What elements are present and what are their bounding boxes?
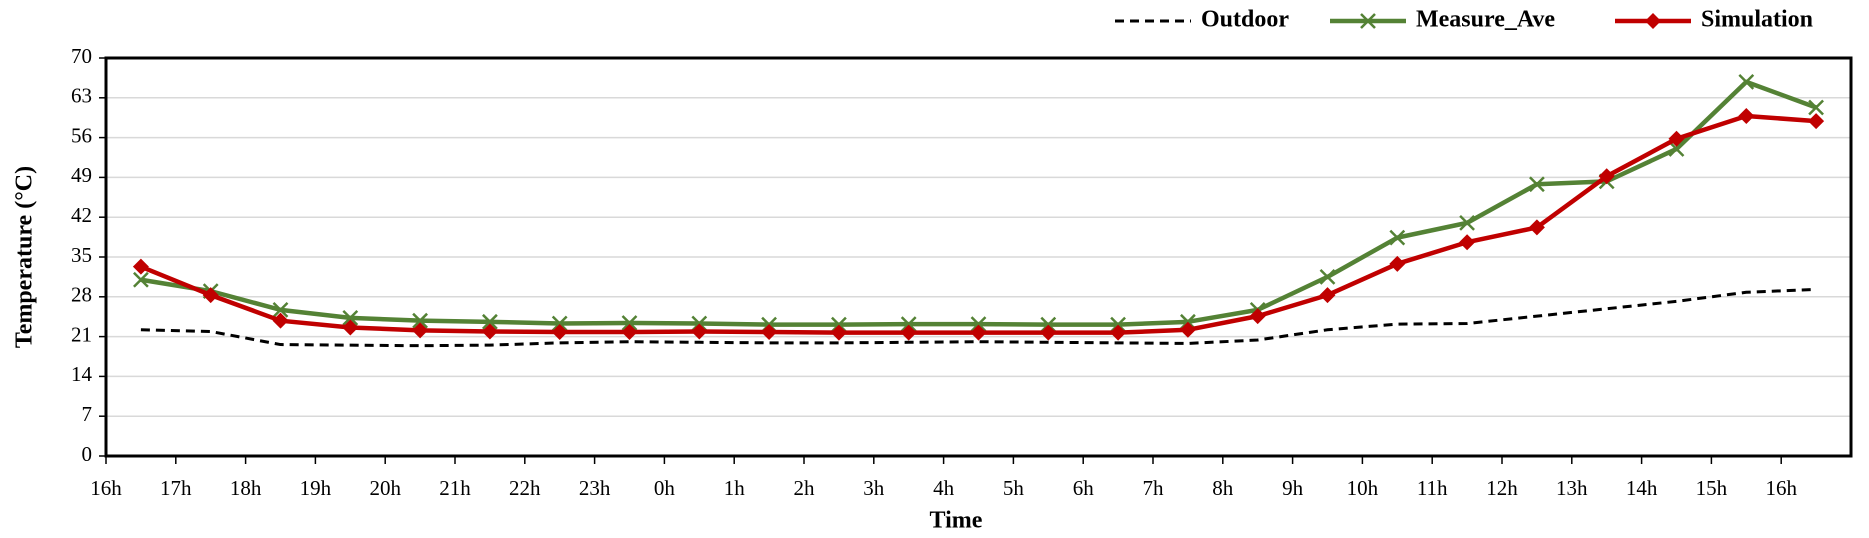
data-point bbox=[412, 312, 428, 329]
x-tick-label: 21h bbox=[439, 476, 471, 500]
data-point bbox=[551, 315, 568, 332]
y-tick-label: 56 bbox=[71, 123, 92, 147]
data-point bbox=[1110, 324, 1127, 341]
data-point bbox=[1179, 321, 1196, 338]
data-point bbox=[1528, 219, 1545, 236]
x-tick-label: 7h bbox=[1143, 476, 1165, 500]
plot-frame bbox=[104, 56, 1853, 458]
data-point bbox=[970, 316, 987, 332]
data-point bbox=[621, 324, 638, 341]
x-tick-label: 16h bbox=[90, 476, 122, 500]
x-tick-label: 22h bbox=[509, 476, 541, 500]
data-point bbox=[1738, 73, 1755, 90]
data-point bbox=[900, 316, 917, 332]
data-point bbox=[1668, 130, 1685, 147]
data-point bbox=[1598, 168, 1615, 185]
x-tick-label: 15h bbox=[1696, 476, 1728, 500]
y-tick-label: 14 bbox=[71, 362, 93, 386]
data-point bbox=[1319, 269, 1336, 285]
y-tick-label: 63 bbox=[71, 84, 92, 108]
data-point bbox=[761, 324, 778, 341]
data-point bbox=[272, 301, 289, 318]
data-point bbox=[133, 271, 149, 288]
data-point bbox=[1389, 229, 1406, 246]
x-tick-label: 23h bbox=[579, 476, 611, 500]
y-tick-label: 42 bbox=[71, 203, 92, 227]
y-tick-label: 70 bbox=[71, 44, 92, 68]
x-tick-label: 14h bbox=[1626, 476, 1658, 500]
y-tick-label: 21 bbox=[71, 322, 92, 346]
x-tick-label: 19h bbox=[300, 476, 332, 500]
data-point bbox=[1040, 324, 1057, 341]
x-tick-label: 2h bbox=[794, 476, 816, 500]
series-line bbox=[140, 287, 1817, 348]
data-point bbox=[132, 258, 149, 275]
data-point bbox=[1389, 255, 1406, 272]
data-point bbox=[481, 323, 498, 340]
x-tick-label: 0h bbox=[654, 476, 676, 500]
y-axis-label: Temperature (°C) bbox=[12, 166, 38, 348]
legend-label: Outdoor bbox=[1201, 7, 1289, 33]
x-tick-label: 3h bbox=[863, 476, 885, 500]
data-point bbox=[621, 315, 638, 331]
data-point bbox=[202, 287, 219, 304]
x-tick-label: 13h bbox=[1556, 476, 1588, 500]
data-point bbox=[1808, 113, 1825, 130]
data-point bbox=[970, 324, 987, 341]
data-point bbox=[830, 324, 847, 341]
x-tick-label: 5h bbox=[1003, 476, 1025, 500]
data-point bbox=[1459, 234, 1476, 251]
data-point bbox=[272, 312, 289, 329]
data-point bbox=[1459, 215, 1475, 231]
data-point bbox=[1529, 176, 1545, 193]
series-line bbox=[140, 113, 1817, 335]
x-tick-label: 1h bbox=[724, 476, 746, 500]
data-point bbox=[1319, 287, 1336, 304]
y-tick-label: 35 bbox=[71, 243, 92, 267]
x-axis-label: Time bbox=[930, 508, 983, 534]
x-tick-label: 20h bbox=[369, 476, 401, 500]
legend-label: Measure_Ave bbox=[1416, 7, 1555, 33]
y-tick-label: 28 bbox=[71, 283, 92, 307]
legend-label: Simulation bbox=[1701, 7, 1813, 33]
data-point bbox=[412, 322, 429, 339]
data-point bbox=[482, 313, 498, 330]
x-tick-label: 16h bbox=[1765, 476, 1797, 500]
x-tick-label: 12h bbox=[1486, 476, 1518, 500]
data-point bbox=[1808, 99, 1824, 116]
x-tick-label: 6h bbox=[1073, 476, 1095, 500]
data-point bbox=[1249, 308, 1266, 325]
x-tick-label: 8h bbox=[1212, 476, 1234, 500]
x-tick-label: 9h bbox=[1282, 476, 1304, 500]
data-point bbox=[342, 319, 359, 336]
data-point bbox=[551, 324, 568, 341]
data-point bbox=[1738, 107, 1755, 124]
y-tick-label: 0 bbox=[82, 442, 93, 466]
x-tick-label: 18h bbox=[230, 476, 262, 500]
data-point bbox=[342, 309, 359, 326]
data-point bbox=[1668, 141, 1685, 157]
data-point bbox=[691, 323, 708, 340]
series-line bbox=[140, 79, 1817, 327]
legend-marker bbox=[1360, 13, 1376, 29]
x-tick-label: 11h bbox=[1417, 476, 1448, 500]
x-tick-label: 10h bbox=[1347, 476, 1379, 500]
y-tick-label: 49 bbox=[71, 163, 92, 187]
legend-marker bbox=[1645, 13, 1661, 29]
data-point bbox=[900, 324, 917, 341]
y-tick-label: 7 bbox=[82, 402, 93, 426]
x-tick-label: 17h bbox=[160, 476, 192, 500]
x-tick-label: 4h bbox=[933, 476, 955, 500]
